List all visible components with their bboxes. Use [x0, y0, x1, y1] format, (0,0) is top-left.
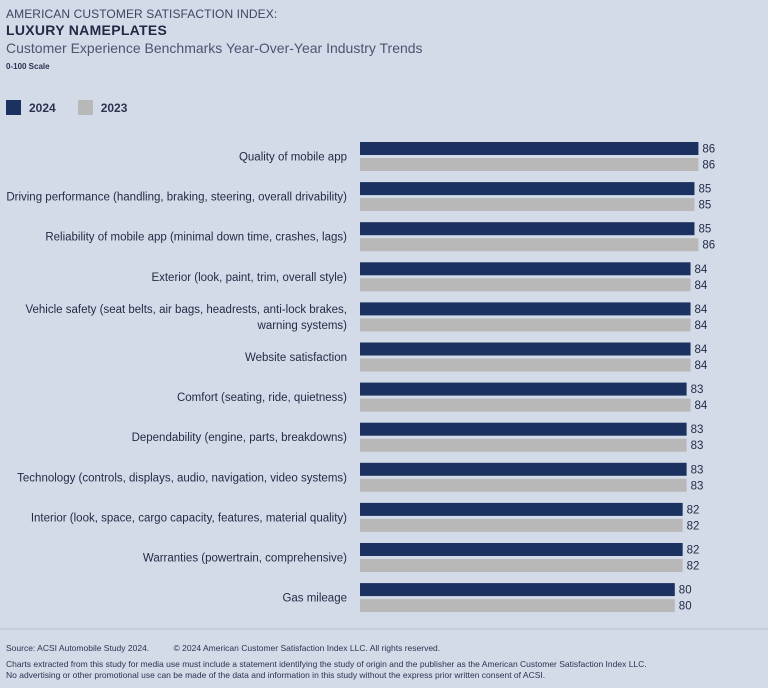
- bar-2023-8: [360, 478, 687, 492]
- bar-2024-7: [360, 422, 687, 436]
- legend-item-2024: 2024: [6, 100, 56, 115]
- bar-2024-11: [360, 583, 675, 597]
- data-label-2023-9: 82: [687, 520, 700, 532]
- category-label-3: Exterior (look, paint, trim, overall sty…: [151, 272, 347, 284]
- data-label-2023-0: 86: [702, 160, 715, 172]
- bar-2024-2: [360, 222, 695, 236]
- category-label-9: Interior (look, space, cargo capacity, f…: [31, 512, 347, 524]
- bar-2023-0: [360, 158, 699, 171]
- data-label-2024-9: 82: [687, 504, 700, 516]
- data-label-2024-5: 84: [695, 344, 708, 356]
- data-label-2023-10: 82: [687, 561, 700, 573]
- bar-2024-9: [360, 502, 683, 516]
- data-label-2023-11: 80: [679, 601, 692, 613]
- category-label-line: Reliability of mobile app (minimal down …: [45, 232, 347, 244]
- category-label-line: Comfort (seating, ride, quietness): [177, 392, 347, 404]
- chart-legend: 2024 2023: [6, 100, 127, 115]
- category-label-line: Website satisfaction: [245, 352, 347, 364]
- category-label-5: Website satisfaction: [245, 352, 347, 364]
- category-label-1: Driving performance (handling, braking, …: [6, 192, 347, 204]
- bar-2023-2: [360, 238, 699, 252]
- data-label-2023-3: 84: [695, 280, 708, 292]
- legend-item-2023: 2023: [77, 100, 128, 115]
- data-label-2024-10: 82: [687, 545, 700, 557]
- category-label-line: Gas mileage: [282, 593, 347, 605]
- bar-2023-3: [360, 278, 691, 292]
- legend-label-2023: 2023: [100, 100, 128, 115]
- bar-2023-1: [360, 198, 695, 212]
- data-label-2024-7: 83: [691, 424, 704, 436]
- category-label-line: Dependability (engine, parts, breakdowns…: [132, 432, 348, 444]
- data-label-2024-0: 86: [702, 144, 715, 156]
- category-label-2: Reliability of mobile app (minimal down …: [45, 232, 347, 244]
- usage-note-1: Charts extracted from this study for med…: [6, 659, 647, 669]
- bar-2023-11: [360, 599, 675, 613]
- bar-2023-9: [360, 518, 683, 532]
- chart-subtitle: Customer Experience Benchmarks Year-Over…: [6, 40, 423, 56]
- category-label-line: warning systems): [257, 320, 348, 332]
- data-label-2023-4: 84: [695, 320, 708, 332]
- data-label-2024-1: 85: [698, 184, 711, 196]
- data-label-2023-8: 83: [691, 480, 704, 492]
- bar-2024-8: [360, 462, 687, 476]
- bar-2023-4: [360, 318, 691, 332]
- category-label-11: Gas mileage: [282, 593, 347, 605]
- legend-label-2024: 2024: [29, 100, 56, 115]
- copyright-note: © 2024 American Customer Satisfaction In…: [173, 643, 441, 653]
- bar-2023-6: [360, 398, 691, 412]
- usage-note-2: No advertising or other promotional use …: [6, 670, 546, 680]
- category-label-10: Warranties (powertrain, comprehensive): [143, 553, 347, 565]
- chart-title: LUXURY NAMEPLATES: [6, 22, 168, 38]
- category-label-7: Dependability (engine, parts, breakdowns…: [132, 432, 348, 444]
- legend-swatch-2024: [6, 100, 21, 115]
- category-label-line: Vehicle safety (seat belts, air bags, he…: [25, 304, 347, 316]
- bar-2023-10: [360, 559, 683, 572]
- data-label-2023-7: 83: [691, 440, 704, 452]
- data-label-2024-8: 83: [691, 464, 704, 476]
- source-note: Source: ACSI Automobile Study 2024.: [6, 643, 150, 653]
- category-label-line: Warranties (powertrain, comprehensive): [143, 553, 347, 565]
- data-label-2024-2: 85: [698, 224, 711, 236]
- data-label-2024-4: 84: [695, 304, 708, 316]
- bar-2024-6: [360, 382, 687, 396]
- bar-2024-4: [360, 302, 691, 316]
- bar-2024-5: [360, 342, 691, 356]
- scale-label: 0-100 Scale: [6, 62, 50, 71]
- category-label-0: Quality of mobile app: [239, 152, 347, 164]
- category-label-6: Comfort (seating, ride, quietness): [177, 392, 347, 404]
- chart-kicker: AMERICAN CUSTOMER SATISFACTION INDEX:: [6, 7, 278, 21]
- bar-2023-5: [360, 358, 691, 372]
- data-label-2024-3: 84: [695, 264, 708, 276]
- source-row: Source: ACSI Automobile Study 2024. © 20…: [6, 643, 647, 654]
- bar-2024-10: [360, 543, 683, 556]
- legend-swatch-2023: [77, 100, 93, 115]
- category-label-line: Quality of mobile app: [239, 152, 347, 164]
- category-label-line: Driving performance (handling, braking, …: [6, 192, 347, 204]
- bar-2024-3: [360, 262, 691, 276]
- bar-2024-0: [360, 142, 699, 155]
- category-label-line: Exterior (look, paint, trim, overall sty…: [151, 272, 347, 284]
- bar-2023-7: [360, 438, 687, 452]
- bar-2024-1: [360, 182, 695, 196]
- category-label-4: Vehicle safety (seat belts, air bags, he…: [25, 304, 347, 332]
- data-label-2023-5: 84: [695, 360, 708, 372]
- category-label-line: Technology (controls, displays, audio, n…: [17, 472, 347, 484]
- category-label-line: Interior (look, space, cargo capacity, f…: [31, 512, 347, 524]
- category-label-8: Technology (controls, displays, audio, n…: [17, 472, 347, 484]
- chart-header: AMERICAN CUSTOMER SATISFACTION INDEX: LU…: [6, 7, 423, 71]
- chart-footer: Source: ACSI Automobile Study 2024. © 20…: [6, 643, 647, 681]
- data-label-2023-1: 85: [698, 200, 711, 212]
- data-label-2023-2: 86: [702, 240, 715, 252]
- data-label-2024-6: 83: [691, 384, 704, 396]
- data-label-2024-11: 80: [679, 585, 692, 597]
- data-label-2023-6: 84: [695, 400, 708, 412]
